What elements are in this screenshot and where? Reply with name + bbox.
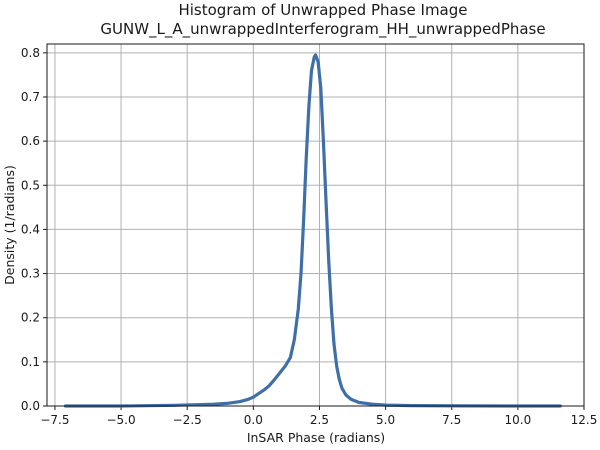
- y-tick-label: 0.5: [21, 178, 40, 192]
- density-line: [63, 53, 562, 408]
- y-tick-label: 0.4: [21, 222, 40, 236]
- plot-frame: [46, 43, 585, 407]
- ticks: −7.5 −5.0 −2.5 0.0 2.5 5.0 7.5 10.0 12.5 0.0 0.1 0.…: [21, 46, 597, 427]
- y-tick-label: 0.6: [21, 134, 40, 148]
- chart-title: Histogram of Unwrapped Phase Image: [178, 1, 467, 19]
- y-tick-label: 0.2: [21, 311, 40, 325]
- y-tick-label: 0.7: [21, 90, 40, 104]
- x-tick-label: 7.5: [442, 413, 461, 427]
- x-tick-label: −5.0: [106, 413, 135, 427]
- x-tick-label: 0.0: [244, 413, 263, 427]
- y-tick-label: 0.0: [21, 399, 40, 413]
- x-tick-label: 12.5: [571, 413, 598, 427]
- x-tick-label: −2.5: [173, 413, 202, 427]
- y-tick-label: 0.3: [21, 267, 40, 281]
- x-tick-label: 2.5: [310, 413, 329, 427]
- y-tick-label: 0.8: [21, 46, 40, 60]
- series: [63, 53, 562, 408]
- y-tick-label: 0.1: [21, 355, 40, 369]
- grid: [47, 44, 585, 407]
- x-tick-label: −7.5: [40, 413, 69, 427]
- y-axis-label: Density (1/radians): [2, 165, 17, 285]
- chart-subtitle: GUNW_L_A_unwrappedInterferogram_HH_unwra…: [100, 20, 545, 39]
- x-tick-label: 5.0: [376, 413, 395, 427]
- x-axis-label: InSAR Phase (radians): [247, 430, 385, 445]
- x-tick-label: 10.0: [505, 413, 532, 427]
